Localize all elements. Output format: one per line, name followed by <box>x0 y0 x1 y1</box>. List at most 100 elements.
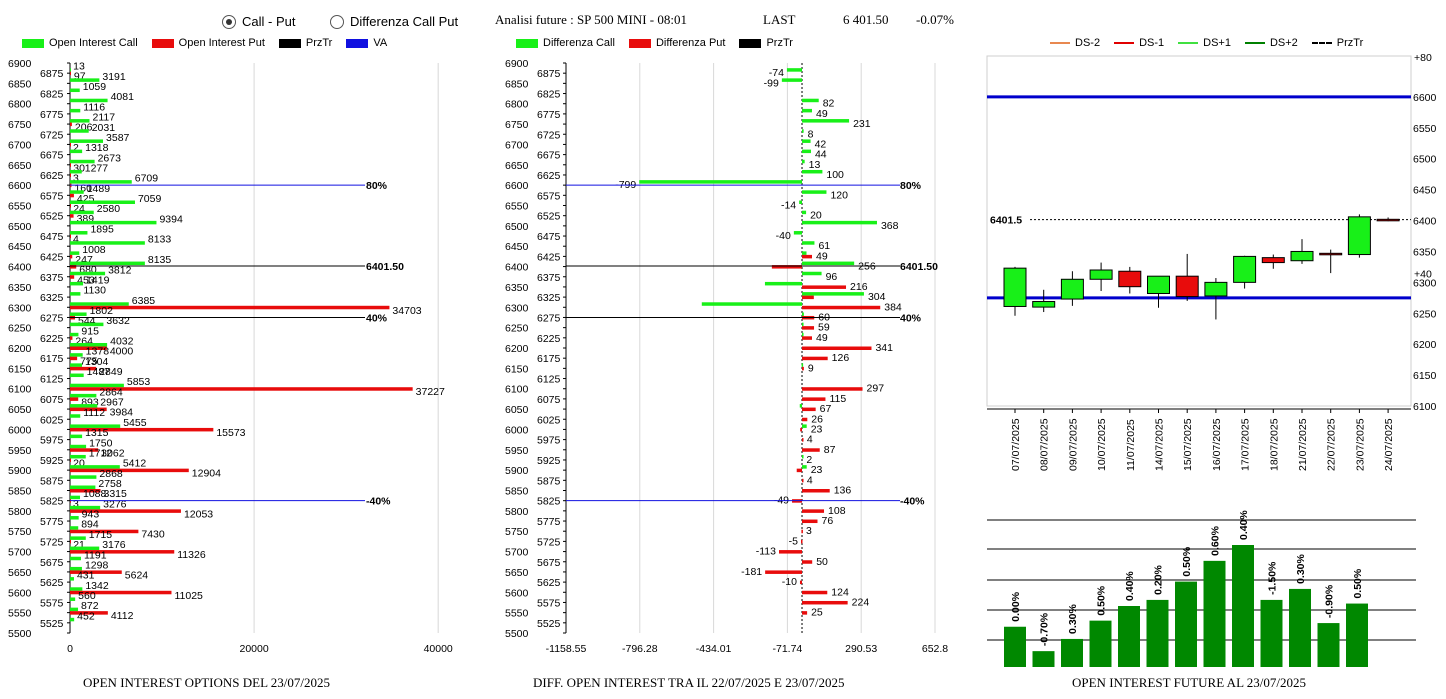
x-tick-label: 20000 <box>239 643 268 655</box>
bar-future <box>1289 588 1311 667</box>
y-tick-label: 6400 <box>8 262 32 274</box>
bar-label-diff: 13 <box>809 159 821 171</box>
bar-put <box>70 427 214 432</box>
bar-future <box>1032 651 1055 667</box>
y-tick-label: 5875 <box>537 475 561 487</box>
bar-diff-put <box>802 560 813 564</box>
bar-diff-put <box>802 590 828 595</box>
y-tick-label: 6325 <box>537 292 561 304</box>
bar-call <box>70 577 74 581</box>
bar-label-put: 12904 <box>192 468 221 480</box>
radio-differenza[interactable]: Differenza Call Put <box>330 14 458 29</box>
y-tick-label: 6550 <box>1413 123 1437 135</box>
y-tick-label: 6350 <box>8 282 32 294</box>
y-tick-label: 6600 <box>1413 92 1437 104</box>
bar-diff-call <box>802 190 827 194</box>
ref-line-label: -40% <box>366 496 391 508</box>
y-tick-label: 6150 <box>8 363 32 375</box>
bar-label-diff: 126 <box>832 352 850 364</box>
legend-oi: Open Interest Call Open Interest Put Prz… <box>22 36 401 50</box>
bar-diff-put <box>802 478 804 483</box>
bar-put <box>70 336 73 340</box>
bar-diff-put <box>801 529 803 534</box>
caption-oi-diff: DIFF. OPEN INTEREST TRA IL 22/07/2025 E … <box>533 675 845 690</box>
bar-call <box>70 180 132 184</box>
bar-label-diff: 87 <box>824 444 836 456</box>
bar-diff-call <box>802 159 805 164</box>
ref-line-label: -40% <box>900 496 925 508</box>
bar-label-diff: 50 <box>816 556 828 568</box>
y-tick-label: 5975 <box>40 435 64 447</box>
bar-put <box>70 234 71 239</box>
bar-label-diff: 9 <box>808 362 814 374</box>
bar-label-diff: 136 <box>834 485 852 497</box>
y-tick-label: 6675 <box>537 150 561 162</box>
y-tick-label: 5700 <box>8 547 32 559</box>
radio-call-put[interactable]: Call - Put <box>222 14 295 29</box>
bar-label-diff: 3 <box>806 525 812 537</box>
bar-call <box>70 139 104 143</box>
bar-label-future: 0.40% <box>1238 510 1250 540</box>
radio-selected-icon[interactable] <box>222 14 236 29</box>
bar-diff-call <box>639 180 803 184</box>
bar-future <box>1317 623 1340 667</box>
y-tick-label: 5675 <box>537 557 561 569</box>
bar-diff-put <box>802 356 828 361</box>
bar-diff-put <box>799 580 803 585</box>
bar-label-diff: 76 <box>821 515 833 527</box>
y-tick-label: 6225 <box>537 333 561 345</box>
bar-call <box>70 322 104 327</box>
bar-future <box>1089 620 1112 667</box>
bar-label-future: 0.50% <box>1181 546 1193 576</box>
y-tick-label: 6450 <box>8 241 32 253</box>
bar-label-call: 4032 <box>110 336 134 348</box>
bar-diff-call <box>802 322 804 327</box>
y-tick-label: 6075 <box>537 394 561 406</box>
y-tick-label: 6800 <box>8 99 32 111</box>
bar-label-diff: 25 <box>811 607 823 619</box>
bar-call <box>70 78 100 82</box>
legend-item-put: Open Interest Put <box>151 37 265 49</box>
caption-oi-future: OPEN INTEREST FUTURE AL 23/07/2025 <box>1072 675 1307 690</box>
bar-label-future: 0.00% <box>1010 591 1022 621</box>
y-tick-label: 6025 <box>40 414 64 426</box>
oi-future-chart: 0.00% -0.70% 0.30% 0.50% 0.40% 0.20% 0.50% 0.60… <box>987 510 1416 667</box>
bar-label-call: 1088 <box>83 488 107 500</box>
bar-call <box>70 119 90 123</box>
bar-diff-call <box>802 169 823 174</box>
x-tick-label: 0 <box>67 643 73 655</box>
x-tick-label: 24/07/2025 <box>1383 418 1395 471</box>
x-tick-label: 21/07/2025 <box>1297 418 1309 471</box>
bar-put <box>70 407 107 412</box>
bar-call <box>70 353 83 357</box>
y-tick-label: 5625 <box>40 577 64 589</box>
x-tick-label: 07/07/2025 <box>1010 418 1022 471</box>
bar-diff-call <box>802 251 807 255</box>
bar-label-diff: 216 <box>850 281 868 293</box>
y-tick-label: 6675 <box>40 150 64 162</box>
bar-future <box>1346 603 1368 667</box>
bar-label-call: 1342 <box>85 580 109 592</box>
y-tick-label: 6475 <box>537 231 561 243</box>
bar-diff-put <box>802 366 804 371</box>
bar-put <box>70 305 390 310</box>
bar-call <box>70 343 108 347</box>
y-tick-label: 6500 <box>8 221 32 233</box>
bar-call <box>70 159 95 164</box>
y-tick-label: 6500 <box>505 221 529 233</box>
bar-label-call: 6385 <box>132 295 156 307</box>
bar-label-diff: 384 <box>884 301 902 313</box>
radio-unselected-icon[interactable] <box>330 14 344 29</box>
y-tick-label: 6875 <box>537 68 561 80</box>
y-tick-label: 6200 <box>505 343 529 355</box>
bar-label-diff: -113 <box>756 546 776 558</box>
bar-label-call: 2967 <box>100 397 124 409</box>
y-tick-label: 6325 <box>40 292 64 304</box>
bar-call <box>70 607 79 612</box>
bar-label-put: 3062 <box>101 447 125 459</box>
candle-body <box>1089 269 1113 280</box>
bar-label-put: 15573 <box>216 427 245 439</box>
future-title: Analisi future : SP 500 MINI - 08:01 <box>495 12 687 27</box>
bar-label-call: 1112 <box>83 407 105 419</box>
bar-call <box>70 88 80 93</box>
